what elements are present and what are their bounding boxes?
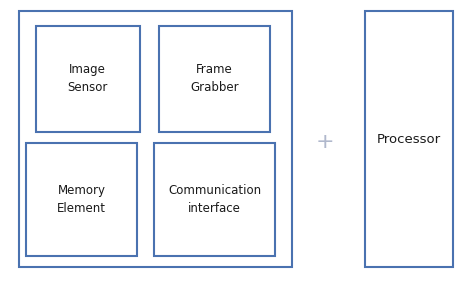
Bar <box>365 11 453 267</box>
Text: Memory
Element: Memory Element <box>57 184 106 215</box>
Bar <box>154 143 275 256</box>
Bar <box>159 26 270 132</box>
Text: +: + <box>315 132 334 152</box>
Text: Processor: Processor <box>377 133 441 146</box>
Text: Communication
interface: Communication interface <box>168 184 261 215</box>
Bar <box>19 11 292 267</box>
Text: Image
Sensor: Image Sensor <box>67 63 108 94</box>
Bar <box>26 143 137 256</box>
Bar <box>36 26 140 132</box>
Text: Frame
Grabber: Frame Grabber <box>190 63 239 94</box>
